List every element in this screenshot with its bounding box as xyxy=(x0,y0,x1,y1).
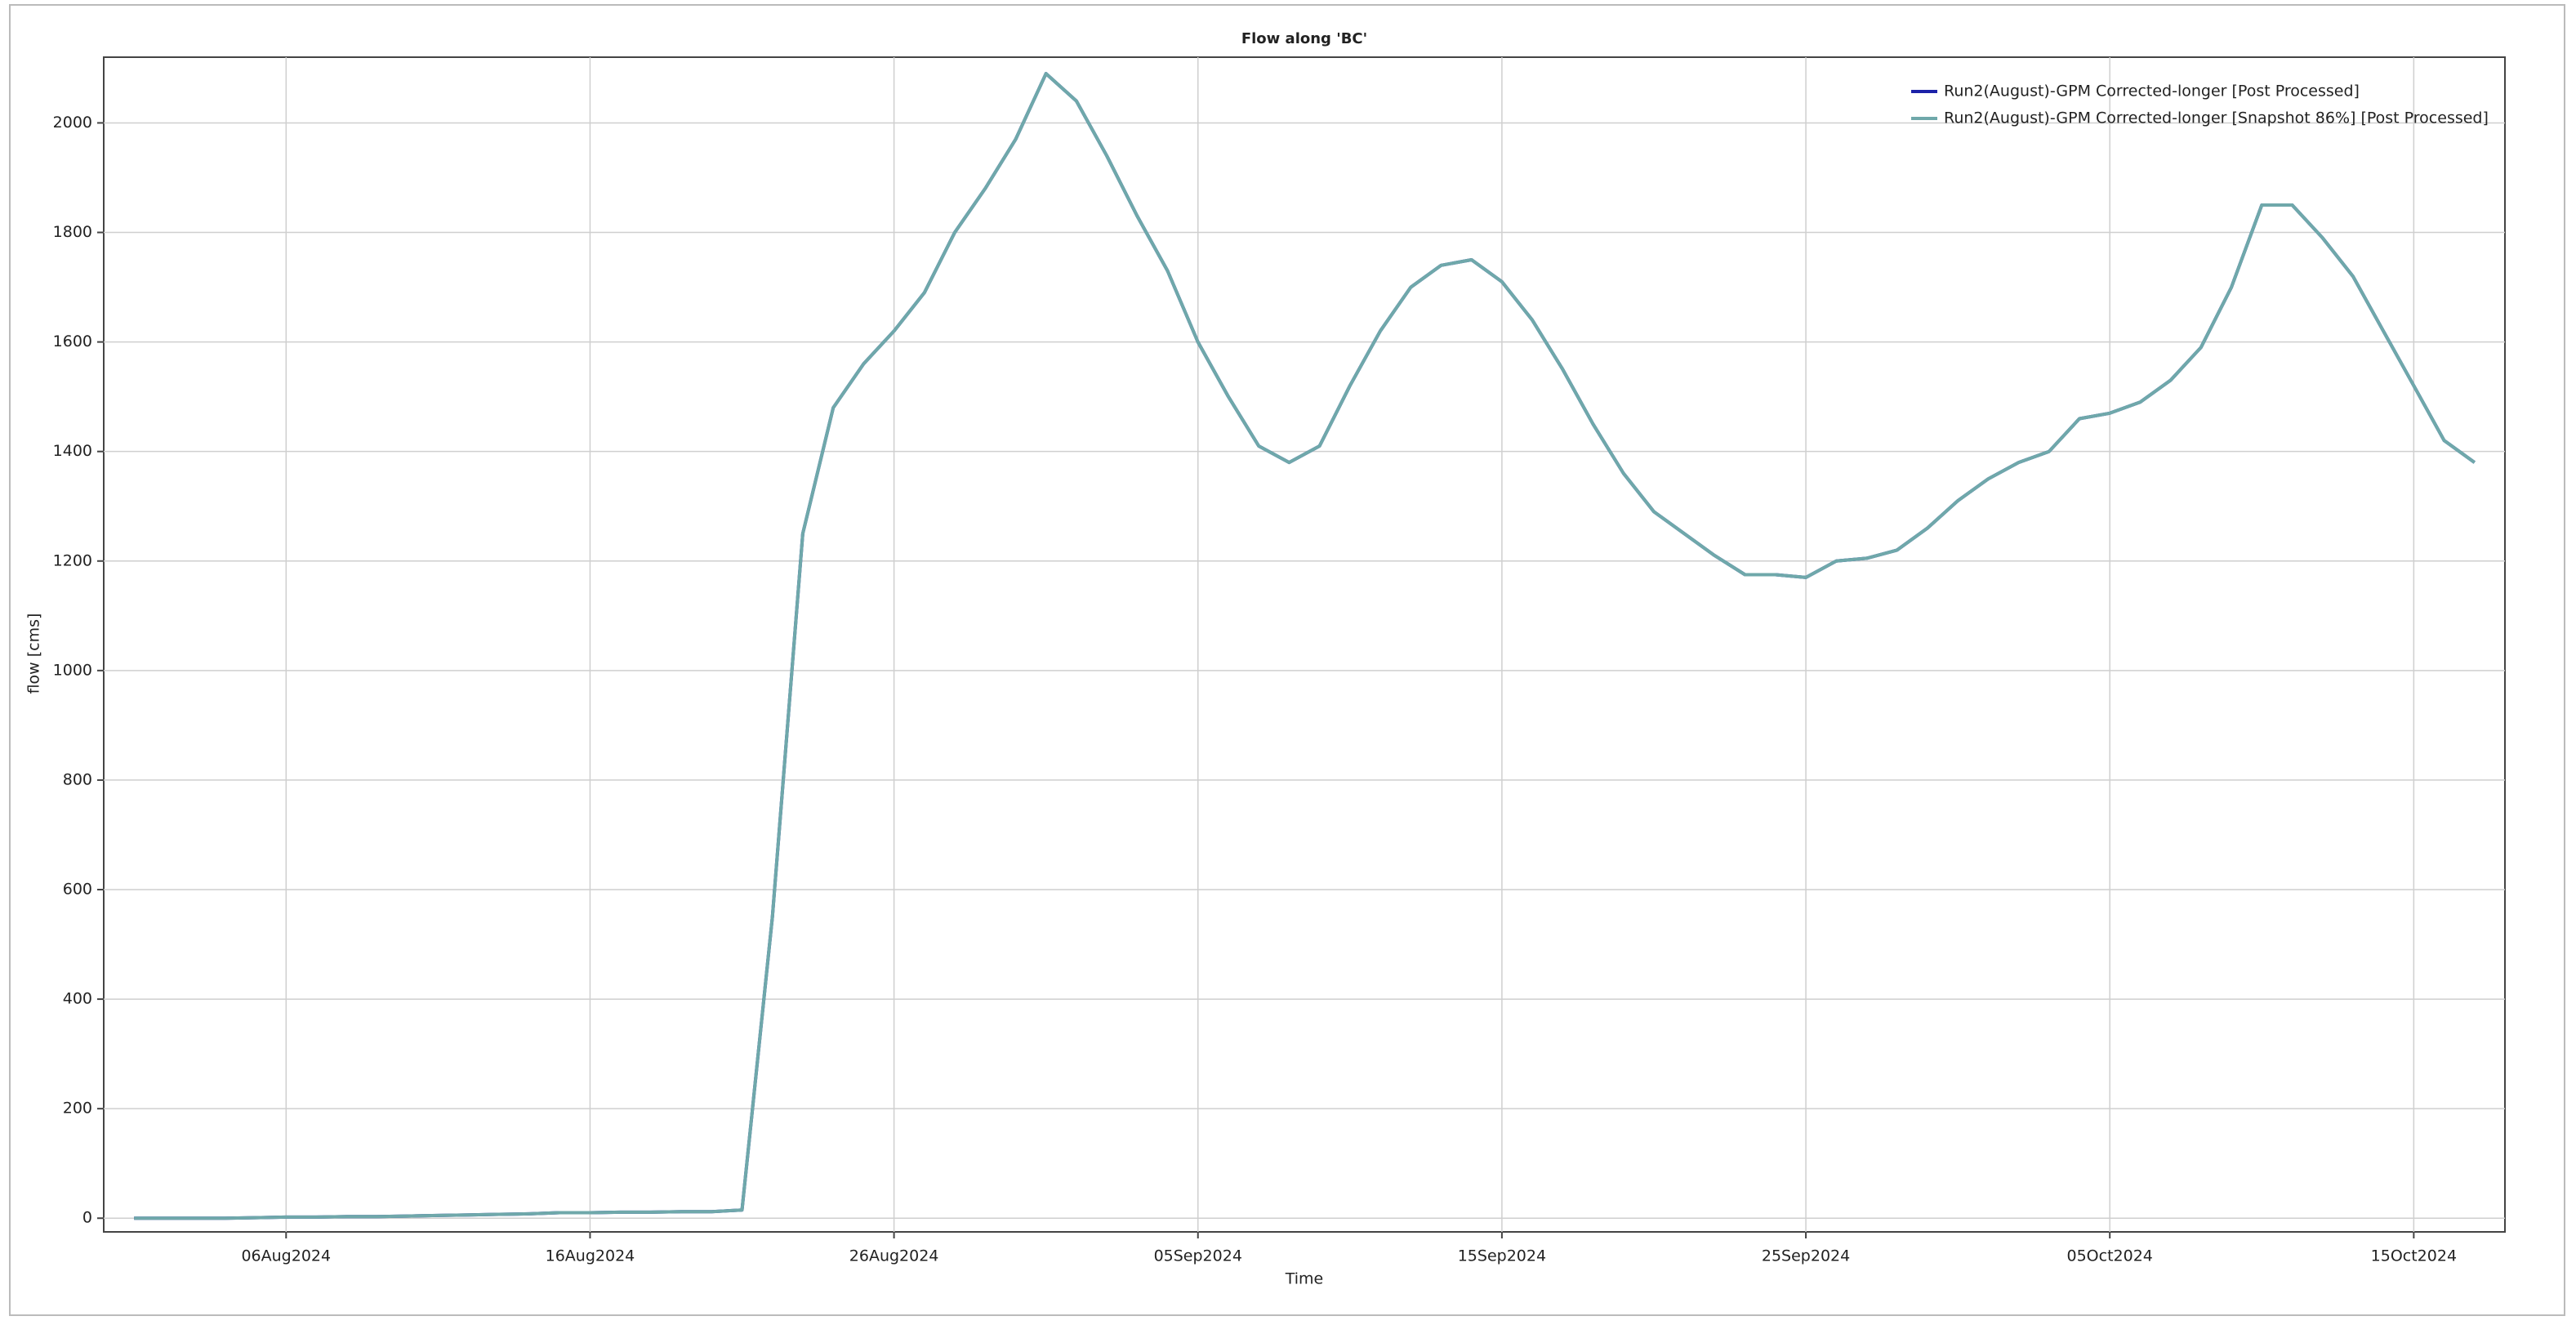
plot-area xyxy=(103,56,2506,1233)
y-tick-label: 800 xyxy=(63,770,92,788)
y-tick-label: 400 xyxy=(63,990,92,1008)
series-line xyxy=(134,72,2476,1220)
legend-label: Run2(August)-GPM Corrected-longer [Post … xyxy=(1944,83,2360,100)
x-tick-label: 05Oct2024 xyxy=(2067,1247,2153,1265)
x-tick-label: 06Aug2024 xyxy=(241,1247,331,1265)
legend-label: Run2(August)-GPM Corrected-longer [Snaps… xyxy=(1944,109,2489,127)
y-tick-label: 600 xyxy=(63,881,92,899)
x-tick-label: 26Aug2024 xyxy=(849,1247,939,1265)
x-tick-label: 05Sep2024 xyxy=(1154,1247,1242,1265)
y-tick-label: 200 xyxy=(63,1100,92,1118)
y-tick-label: 1400 xyxy=(53,442,92,460)
y-tick-label: 1800 xyxy=(53,223,92,241)
y-axis-label: flow [cms] xyxy=(25,613,43,694)
y-tick-label: 0 xyxy=(82,1209,92,1227)
y-tick-label: 1000 xyxy=(53,661,92,679)
chart-title: Flow along 'BC' xyxy=(1241,30,1367,47)
x-tick-label: 15Oct2024 xyxy=(2371,1247,2457,1265)
y-tick-label: 1600 xyxy=(53,332,92,350)
frame xyxy=(9,4,2565,1316)
x-axis-label: Time xyxy=(1285,1270,1324,1288)
y-tick-label: 1200 xyxy=(53,551,92,569)
x-tick-label: 16Aug2024 xyxy=(546,1247,635,1265)
x-tick-label: 25Sep2024 xyxy=(1762,1247,1850,1265)
x-tick-label: 15Sep2024 xyxy=(1458,1247,1546,1265)
y-tick-label: 2000 xyxy=(53,114,92,132)
